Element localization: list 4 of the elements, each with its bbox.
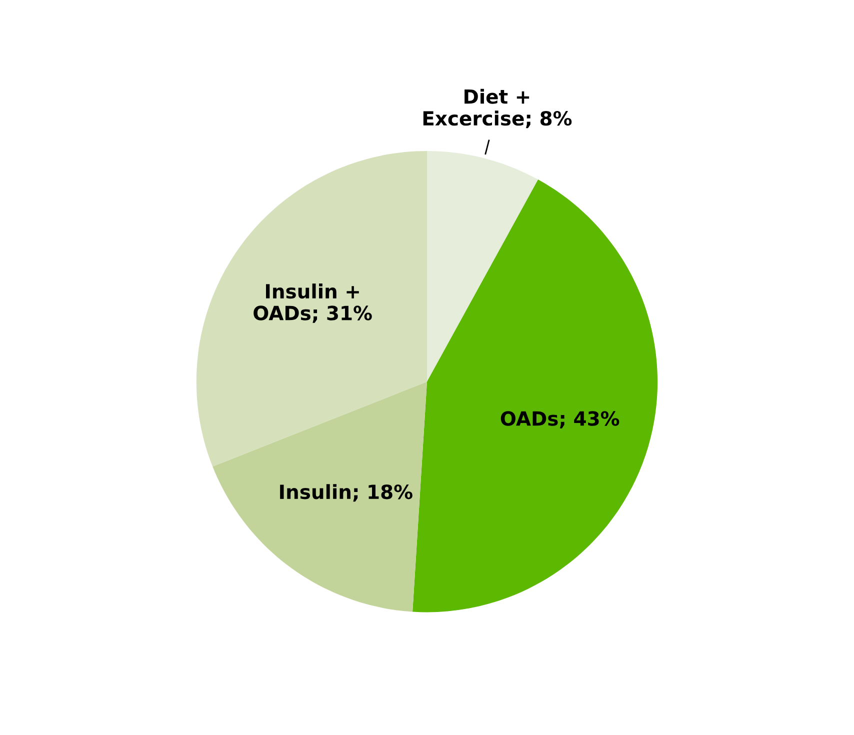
slice-label: Insulin; 18% xyxy=(280,484,412,502)
slice-label: OADs; 43% xyxy=(500,411,620,428)
slice-label: Diet + Excercise; 8% xyxy=(423,88,572,128)
slice-label: Insulin + OADs; 31% xyxy=(254,284,372,323)
